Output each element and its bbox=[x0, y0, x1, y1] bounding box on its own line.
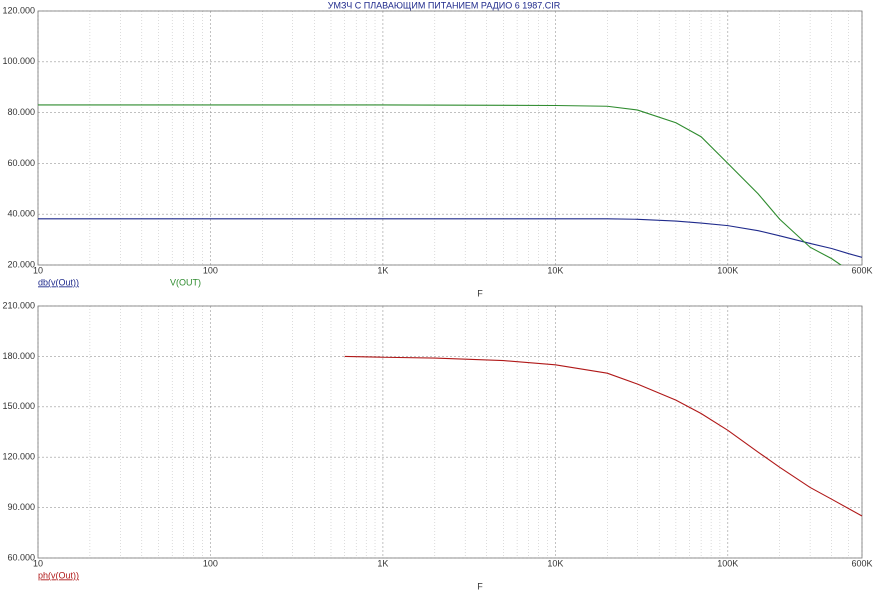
series-line bbox=[38, 104, 842, 265]
x-tick-label: 1K bbox=[377, 265, 388, 275]
y-tick-label: 90.000 bbox=[7, 502, 35, 512]
x-tick-label: 100 bbox=[203, 558, 218, 568]
y-tick-label: 150.000 bbox=[2, 401, 35, 411]
series-line bbox=[344, 355, 862, 517]
y-tick-label: 180.000 bbox=[2, 351, 35, 361]
x-tick-label: 600K bbox=[851, 558, 872, 568]
y-tick-label: 210.000 bbox=[2, 300, 35, 310]
legend-label: ph(v(Out)) bbox=[38, 570, 79, 580]
plot-frame bbox=[37, 305, 863, 559]
y-tick-label: 60.000 bbox=[7, 552, 35, 562]
x-tick-label: 600K bbox=[851, 265, 872, 275]
y-tick-label: 80.000 bbox=[7, 107, 35, 117]
x-tick-label: 100K bbox=[717, 558, 738, 568]
y-tick-label: 120.000 bbox=[2, 452, 35, 462]
y-tick-label: 20.000 bbox=[7, 259, 35, 269]
x-axis-label: F bbox=[477, 581, 483, 591]
legend-label: V(OUT) bbox=[170, 277, 201, 287]
x-tick-label: 10K bbox=[547, 558, 563, 568]
chart-title: УМЗЧ С ПЛАВАЮЩИМ ПИТАНИЕМ РАДИО 6 1987.C… bbox=[328, 0, 561, 10]
x-tick-label: 1K bbox=[377, 558, 388, 568]
legend-label: db(v(Out)) bbox=[38, 277, 79, 287]
plot-frame bbox=[37, 10, 863, 266]
y-tick-label: 100.000 bbox=[2, 56, 35, 66]
x-tick-label: 10 bbox=[33, 265, 43, 275]
y-tick-label: 40.000 bbox=[7, 209, 35, 219]
x-axis-label: F bbox=[477, 288, 483, 298]
y-tick-label: 60.000 bbox=[7, 158, 35, 168]
x-tick-label: 10K bbox=[547, 265, 563, 275]
x-tick-label: 100 bbox=[203, 265, 218, 275]
x-tick-label: 100K bbox=[717, 265, 738, 275]
x-tick-label: 10 bbox=[33, 558, 43, 568]
series-line bbox=[38, 218, 862, 258]
y-tick-label: 120.000 bbox=[2, 5, 35, 15]
